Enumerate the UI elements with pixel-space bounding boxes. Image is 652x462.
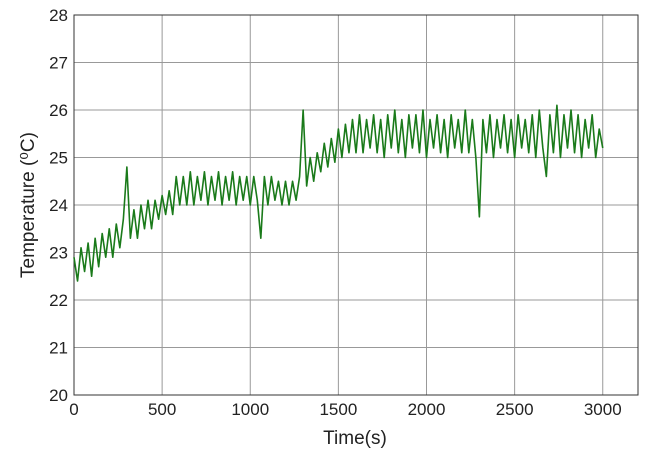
y-tick-label: 24 — [49, 196, 68, 215]
y-tick-label: 22 — [49, 291, 68, 310]
y-axis-label: Temperature (⁰C) — [18, 132, 39, 278]
y-tick-label: 27 — [49, 54, 68, 73]
x-tick-label: 1500 — [319, 400, 357, 419]
y-tick-label: 23 — [49, 244, 68, 263]
x-axis-label: Time(s) — [323, 428, 387, 449]
y-tick-label: 25 — [49, 149, 68, 168]
x-tick-label: 2500 — [496, 400, 534, 419]
x-tick-label: 500 — [148, 400, 176, 419]
y-tick-label: 21 — [49, 339, 68, 358]
plot-frame — [73, 14, 639, 396]
x-tick-label: 0 — [69, 400, 78, 419]
y-tick-label: 20 — [49, 386, 68, 405]
x-tick-label: 2000 — [408, 400, 446, 419]
data-line — [73, 104, 604, 282]
x-tick-label: 3000 — [584, 400, 622, 419]
y-tick-label: 28 — [49, 6, 68, 25]
y-tick-label: 26 — [49, 101, 68, 120]
x-tick-label: 1000 — [231, 400, 269, 419]
